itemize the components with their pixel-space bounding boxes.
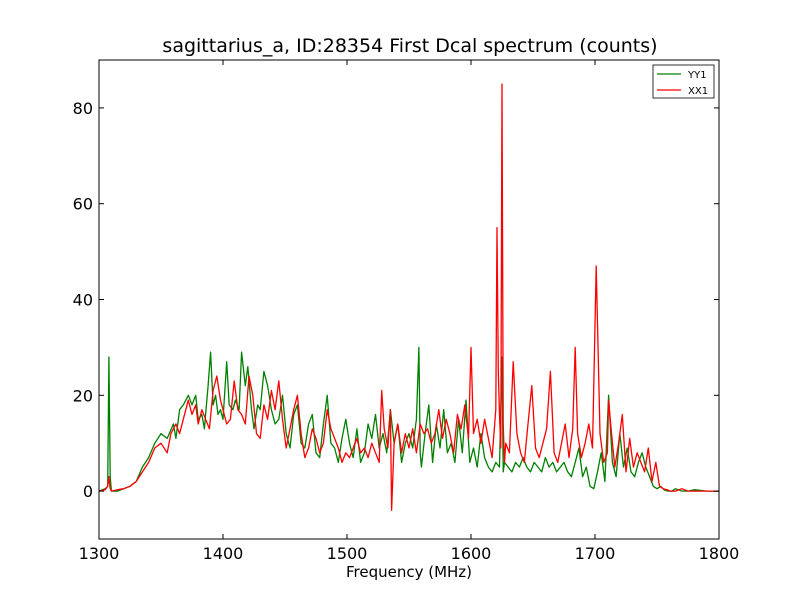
x-tick-label: 1400	[203, 544, 244, 563]
x-tick-label: 1500	[327, 544, 368, 563]
x-tick-label: 1700	[575, 544, 616, 563]
y-tick-label: 20	[73, 386, 93, 405]
series-layer	[98, 83, 719, 511]
y-tick-label: 0	[83, 482, 93, 501]
legend-box	[652, 64, 715, 99]
x-tick-label: 1600	[451, 544, 492, 563]
legend-label-yy1: YY1	[687, 70, 707, 81]
y-tick-label: 80	[73, 99, 93, 118]
x-axis-label: Frequency (MHz)	[346, 563, 472, 581]
legend-label-xx1: XX1	[688, 86, 708, 97]
chart-title: sagittarius_a, ID:28354 First Dcal spect…	[162, 35, 657, 57]
y-tick-label: 40	[73, 291, 93, 310]
y-tick-label: 60	[73, 195, 93, 214]
ticks-layer: 1300 1400 1500 1600 1700 1800 0 20 40 60 80	[73, 60, 740, 563]
x-tick-label: 1800	[699, 544, 740, 563]
plot-frame	[98, 59, 720, 540]
x-tick-label: 1300	[79, 544, 120, 563]
series-line-yy1	[98, 346, 719, 492]
series-line-xx1	[98, 83, 719, 511]
